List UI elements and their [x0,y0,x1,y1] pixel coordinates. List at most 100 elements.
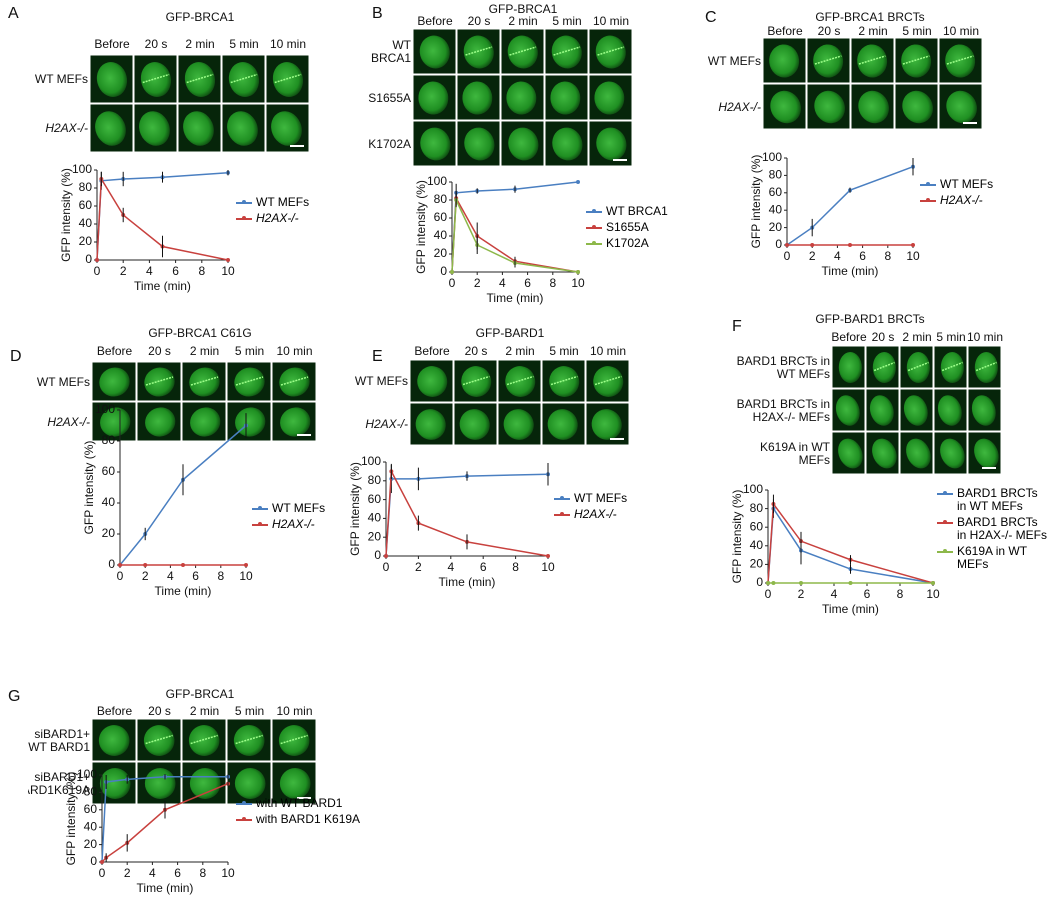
y-tick-label: 100 [95,402,115,416]
damage-stripe [873,361,895,372]
legend-box: WT MEFs H2AX-/- [252,502,362,531]
data-point [848,243,852,247]
y-tick-label: 0 [85,252,92,266]
row-label-box: BARD1 BRCTs in H2AX-/- MEFs [735,389,830,432]
damage-stripe [946,55,974,65]
damage-stripe [235,734,263,745]
column-label: 2 min [190,704,219,718]
legend-entry: H2AX-/- [236,212,356,225]
legend-label: BARD1 BRCTs in WT MEFs [957,487,1038,513]
row-label-text: WT MEFs [36,374,90,389]
cell-nucleus [906,352,930,383]
cell-nucleus [594,81,625,115]
data-point [810,243,815,247]
row-label-text: H2AX-/- [45,121,88,135]
cell-nucleus [937,395,962,426]
cell-nucleus [228,61,260,98]
row-label-text: WT BRCA1 [370,38,411,65]
data-point [546,554,550,558]
cell-nucleus [143,725,175,756]
x-tick-label: 0 [765,587,772,601]
y-tick-label: 100 [762,150,782,164]
x-tick-label: 6 [174,866,181,880]
column-label: 2 min [190,344,219,358]
x-tick-label: 10 [571,276,585,290]
cell-nucleus [459,409,490,440]
column-label: 10 min [943,24,979,38]
row-label: WT MEFs [35,73,88,86]
cell-nucleus [461,366,492,397]
legend-entry: WT MEFs [236,196,356,209]
y-tick-label: 20 [84,837,98,851]
legend-swatch [236,817,252,821]
legend-swatch [920,182,936,186]
y-tick-label: 100 [361,454,381,468]
data-point [181,563,185,567]
legend-swatch [236,200,252,204]
cell-nucleus [139,111,170,146]
y-tick-label: 80 [84,785,98,799]
legend-label: WT MEFs [574,492,628,505]
row-label-text: WT MEFs [707,53,761,68]
panel-letter: D [10,348,22,365]
damage-stripe [462,375,490,386]
cell-nucleus [503,409,534,440]
y-tick-label: 60 [368,492,382,506]
cell-nucleus [814,90,845,124]
y-tick-label: 100 [743,482,763,496]
cell-nucleus [188,725,220,756]
damage-stripe [594,375,622,386]
legend-box: WT MEFs H2AX-/- [920,178,1030,207]
x-tick-label: 0 [99,866,106,880]
panel-letter: G [8,688,20,705]
y-tick-label: 20 [102,526,116,540]
x-tick-label: 10 [221,264,235,278]
cell-nucleus [945,44,976,78]
legend: WT MEFs H2AX-/- [920,178,1030,207]
damage-stripe [550,375,578,386]
x-tick-label: 4 [149,866,156,880]
legend-label: with BARD1 K619A [256,812,361,826]
row-label-text: K1702A [368,136,411,151]
y-tick-label: 20 [368,529,382,543]
row-label: WT MEFs [36,374,90,389]
legend-label: H2AX-/- [574,507,617,521]
cell-nucleus [271,111,302,146]
cell-nucleus [234,367,265,397]
cell-nucleus [189,768,221,799]
row-label-box: S1655A [361,75,411,121]
cell-nucleus [769,44,800,78]
panel-letter: A [8,5,19,22]
cell-nucleus [550,81,581,115]
cell-nucleus [507,35,538,69]
panel-letter: E [372,348,383,365]
data-point [771,581,776,585]
x-axis-label: Time (min) [439,575,496,589]
y-tick-label: 60 [750,519,764,533]
x-tick-label: 6 [864,587,871,601]
cell-nucleus [144,367,175,397]
y-tick-label: 40 [84,819,98,833]
cell-nucleus [415,409,446,440]
column-label: 5 min [549,344,578,358]
row-label-text: BARD1 BRCTs in H2AX-/- MEFs [736,396,830,424]
damage-stripe [553,46,581,56]
legend-swatch [236,216,252,220]
cell-nucleus [140,61,172,98]
x-axis-label: Time (min) [822,602,879,616]
x-tick-label: 10 [221,866,235,880]
x-tick-label: 0 [784,249,791,263]
legend-swatch [236,801,252,805]
x-tick-label: 2 [415,560,422,574]
cell-nucleus [280,407,311,437]
x-tick-label: 2 [120,264,127,278]
legend-label: K619A in WT MEFs [957,544,1027,571]
panel-title: GFP-BARD1 [476,326,545,340]
legend-label: WT MEFs [940,178,994,191]
x-tick-label: 2 [798,587,805,601]
data-point [95,258,99,262]
panel-title: GFP-BARD1 BRCTs [815,312,924,326]
x-tick-label: 10 [541,560,555,574]
cell-nucleus [100,407,131,437]
column-label: 20 s [465,344,488,358]
